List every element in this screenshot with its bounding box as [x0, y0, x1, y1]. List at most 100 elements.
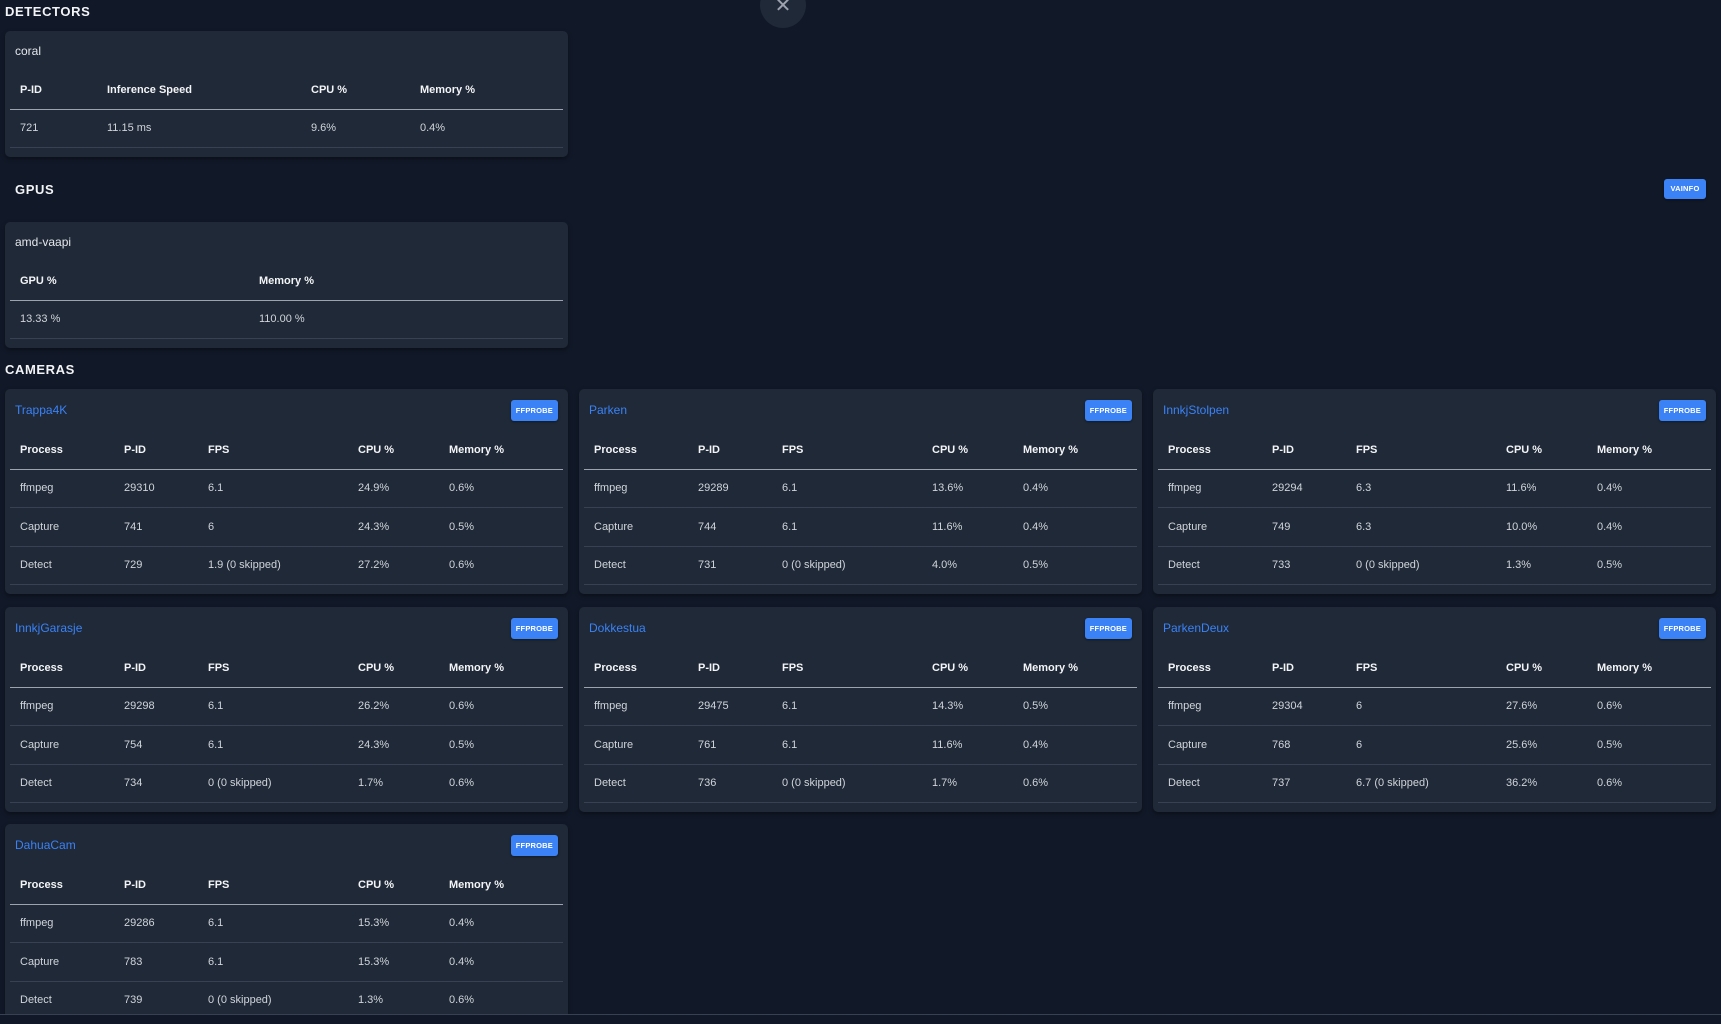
- table-cell: Detect: [584, 546, 688, 585]
- table-cell: 26.2%: [348, 687, 439, 726]
- table-cell: 29310: [114, 469, 198, 508]
- table-cell: 6: [198, 507, 348, 547]
- table-row: Detect 731 0 (0 skipped) 4.0% 0.5%: [584, 546, 1137, 585]
- table-cell: ffmpeg: [10, 687, 114, 726]
- table-row: Capture 761 6.1 11.6% 0.4%: [584, 725, 1137, 765]
- table-cell: 1.7%: [348, 764, 439, 803]
- column-header: FPS: [1346, 649, 1496, 688]
- table-cell: 0.5%: [1587, 725, 1711, 765]
- ffprobe-button[interactable]: FFPROBE: [510, 399, 558, 421]
- ffprobe-button[interactable]: FFPROBE: [1084, 399, 1132, 421]
- table-cell: 1.9 (0 skipped): [198, 546, 348, 585]
- detectors-title: DETECTORS: [5, 4, 91, 19]
- camera-process-table: Process P-ID FPS CPU % Memory % ffmpeg 29294 6.…: [1158, 431, 1711, 585]
- camera-card: DahuaCam FFPROBE Process P-ID FPS CPU % Memory…: [5, 824, 568, 1024]
- table-row: ffmpeg 29304 6 27.6% 0.6%: [1158, 687, 1711, 726]
- column-header: FPS: [198, 431, 348, 470]
- gpus-title: GPUS: [15, 182, 55, 197]
- column-header: Process: [1158, 649, 1262, 688]
- table-cell: Detect: [10, 546, 114, 585]
- table-cell: Detect: [584, 764, 688, 803]
- table-cell: 0.5%: [1013, 546, 1137, 585]
- close-button[interactable]: ✕: [760, 0, 806, 28]
- table-cell: 27.6%: [1496, 687, 1587, 726]
- table-cell: 0.6%: [1587, 687, 1711, 726]
- table-cell: Capture: [10, 725, 114, 765]
- table-cell: ffmpeg: [10, 904, 114, 943]
- column-header: Memory %: [249, 262, 563, 301]
- table-cell: 11.6%: [922, 725, 1013, 765]
- close-icon: ✕: [774, 0, 792, 17]
- ffprobe-button[interactable]: FFPROBE: [510, 834, 558, 856]
- table-cell: 14.3%: [922, 687, 1013, 726]
- table-row: Capture 783 6.1 15.3% 0.4%: [10, 942, 563, 982]
- camera-card: Trappa4K FFPROBE Process P-ID FPS CPU % Memory…: [5, 389, 568, 594]
- column-header: Memory %: [439, 649, 563, 688]
- camera-name-link[interactable]: InnkjStolpen: [1163, 403, 1230, 417]
- table-cell: 0 (0 skipped): [1346, 546, 1496, 585]
- ffprobe-button[interactable]: FFPROBE: [1658, 399, 1706, 421]
- table-cell: 739: [114, 981, 198, 1020]
- ffprobe-button[interactable]: FFPROBE: [1084, 617, 1132, 639]
- table-cell: 6.1: [198, 942, 348, 982]
- column-header: FPS: [772, 431, 922, 470]
- table-row: Detect 734 0 (0 skipped) 1.7% 0.6%: [10, 764, 563, 803]
- column-header: Memory %: [410, 71, 563, 110]
- table-row: Capture 744 6.1 11.6% 0.4%: [584, 507, 1137, 547]
- camera-card: Parken FFPROBE Process P-ID FPS CPU % Memory %…: [579, 389, 1142, 594]
- camera-process-table: Process P-ID FPS CPU % Memory % ffmpeg 29475 6.…: [584, 649, 1137, 803]
- camera-header-row: Process P-ID FPS CPU % Memory %: [584, 431, 1137, 470]
- table-cell: 29475: [688, 687, 772, 726]
- table-cell: 0.4%: [410, 109, 563, 148]
- table-row: 721 11.15 ms 9.6% 0.4%: [10, 109, 563, 148]
- table-cell: Detect: [10, 981, 114, 1020]
- table-cell: 0.5%: [439, 507, 563, 547]
- cameras-title: CAMERAS: [5, 362, 75, 377]
- table-cell: 36.2%: [1496, 764, 1587, 803]
- camera-process-table: Process P-ID FPS CPU % Memory % ffmpeg 29310 6.…: [10, 431, 563, 585]
- table-cell: 6.1: [198, 904, 348, 943]
- column-header: CPU %: [1496, 431, 1587, 470]
- column-header: GPU %: [10, 262, 249, 301]
- camera-name-link[interactable]: Trappa4K: [15, 403, 68, 417]
- table-cell: 6.1: [772, 507, 922, 547]
- table-cell: Capture: [584, 507, 688, 547]
- ffprobe-button[interactable]: FFPROBE: [1658, 617, 1706, 639]
- ffprobe-button[interactable]: FFPROBE: [510, 617, 558, 639]
- column-header: CPU %: [348, 649, 439, 688]
- table-cell: 0 (0 skipped): [772, 764, 922, 803]
- table-cell: 11.6%: [1496, 469, 1587, 508]
- table-cell: 1.3%: [1496, 546, 1587, 585]
- table-row: 13.33 % 110.00 %: [10, 300, 563, 339]
- table-cell: 29304: [1262, 687, 1346, 726]
- table-cell: Detect: [10, 764, 114, 803]
- table-cell: 6.1: [772, 725, 922, 765]
- column-header: Memory %: [1013, 431, 1137, 470]
- camera-name-link[interactable]: DahuaCam: [15, 838, 76, 852]
- table-cell: 749: [1262, 507, 1346, 547]
- camera-card: ParkenDeux FFPROBE Process P-ID FPS CPU % Memo…: [1153, 607, 1716, 812]
- column-header: P-ID: [1262, 649, 1346, 688]
- table-cell: 27.2%: [348, 546, 439, 585]
- table-cell: 734: [114, 764, 198, 803]
- camera-name-link[interactable]: Dokkestua: [589, 621, 646, 635]
- camera-name-link[interactable]: InnkjGarasje: [15, 621, 83, 635]
- table-cell: 0 (0 skipped): [772, 546, 922, 585]
- table-cell: 9.6%: [301, 109, 410, 148]
- camera-name-link[interactable]: ParkenDeux: [1163, 621, 1230, 635]
- table-cell: 6: [1346, 725, 1496, 765]
- detector-name: coral: [15, 44, 42, 58]
- detector-card: coral P-ID Inference Speed CPU % Memory …: [5, 31, 568, 157]
- camera-header-row: Process P-ID FPS CPU % Memory %: [1158, 649, 1711, 688]
- column-header: CPU %: [348, 431, 439, 470]
- table-cell: 29298: [114, 687, 198, 726]
- camera-card: InnkjGarasje FFPROBE Process P-ID FPS CPU % Me…: [5, 607, 568, 812]
- table-cell: ffmpeg: [1158, 469, 1262, 508]
- camera-card: InnkjStolpen FFPROBE Process P-ID FPS CPU % Me…: [1153, 389, 1716, 594]
- detector-header-row: P-ID Inference Speed CPU % Memory %: [10, 71, 563, 110]
- table-row: Detect 733 0 (0 skipped) 1.3% 0.5%: [1158, 546, 1711, 585]
- table-row: Capture 749 6.3 10.0% 0.4%: [1158, 507, 1711, 547]
- vainfo-button[interactable]: VAINFO: [1664, 179, 1706, 199]
- table-cell: Detect: [1158, 546, 1262, 585]
- camera-name-link[interactable]: Parken: [589, 403, 628, 417]
